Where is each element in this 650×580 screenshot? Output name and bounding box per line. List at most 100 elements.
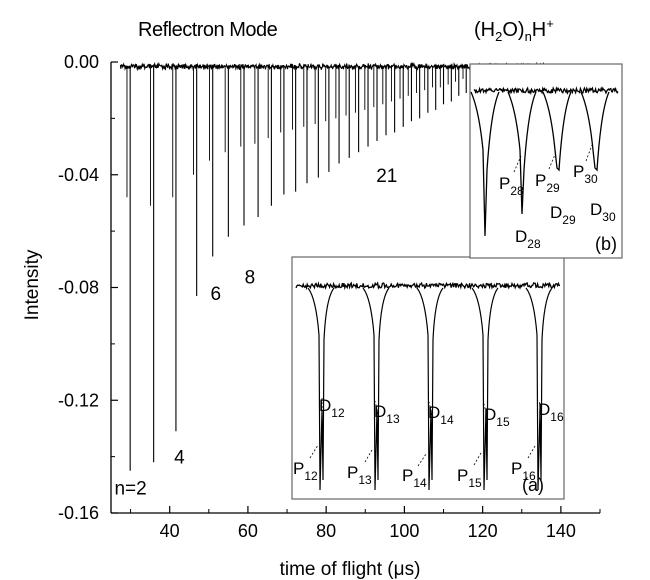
inset-a-label-letter: D bbox=[428, 403, 440, 422]
inset-a-label-letter: D bbox=[374, 402, 386, 421]
inset-b-label-letter: P bbox=[535, 171, 546, 190]
cluster-label-1: 4 bbox=[174, 448, 185, 469]
x-tick-label-3: 100 bbox=[389, 521, 419, 541]
y-axis-label: Intensity bbox=[22, 249, 43, 320]
inset-a-leader-0 bbox=[309, 444, 319, 459]
inset-a-label-sub: 15 bbox=[468, 476, 482, 490]
y-tick-label-0: 0.00 bbox=[64, 52, 99, 72]
inset-a-label-letter: D bbox=[319, 396, 331, 415]
peak-labels: n=2 4 6 8 21 bbox=[114, 166, 397, 500]
inset-b-peak-1 bbox=[507, 91, 537, 215]
formula-mid: O) bbox=[502, 19, 524, 41]
inset-b-label-sub: 30 bbox=[602, 210, 616, 224]
inset-a-leader-4 bbox=[417, 453, 427, 467]
inset-b-label-sub: 29 bbox=[562, 213, 576, 227]
inset-b-envelope bbox=[473, 85, 619, 96]
inset-a-label-d12: D12 bbox=[319, 396, 345, 420]
inset-a-label-sub: 12 bbox=[331, 406, 345, 420]
inset-b-label-d30: D30 bbox=[590, 200, 616, 224]
inset-a-label-p16: P16 bbox=[511, 459, 536, 483]
inset-a-label-d13: D13 bbox=[374, 402, 400, 426]
inset-b-label-letter: P bbox=[499, 174, 510, 193]
inset-a-tag: (a) bbox=[522, 475, 544, 495]
y-tick-label-1: -0.04 bbox=[58, 165, 99, 185]
inset-a-peak-0 bbox=[307, 287, 335, 491]
inset-b-peak-0 bbox=[470, 91, 500, 237]
inset-a-label-p14: P14 bbox=[402, 466, 427, 490]
x-axis-label: time of flight (μs) bbox=[280, 559, 421, 580]
inset-a-label-sub: 15 bbox=[496, 415, 510, 429]
chart-title: Reflectron Mode bbox=[138, 19, 278, 41]
inset-a-label-sub: 12 bbox=[304, 469, 318, 483]
inset-a-label-p13: P13 bbox=[347, 463, 372, 487]
inset-a-label-sub: 16 bbox=[522, 469, 536, 483]
inset-b-label-p28: P28 bbox=[499, 174, 524, 198]
inset-b-label-sub: 29 bbox=[546, 181, 560, 195]
inset-b-trace bbox=[470, 85, 619, 237]
inset-b-label-sub: 28 bbox=[510, 184, 524, 198]
inset-a-label-sub: 16 bbox=[550, 410, 564, 424]
inset-a-label-sub: 13 bbox=[386, 412, 400, 426]
x-tick-label-2: 80 bbox=[316, 521, 336, 541]
inset-a-label-d16: D16 bbox=[538, 400, 564, 424]
x-tick-label-1: 60 bbox=[238, 521, 258, 541]
inset-a-label-p12: P12 bbox=[293, 459, 318, 483]
inset-a-label-sub: 14 bbox=[440, 413, 454, 427]
x-tick-label-5: 140 bbox=[546, 521, 576, 541]
inset-a-label-d15: D15 bbox=[484, 405, 510, 429]
inset-b-tag: (b) bbox=[595, 234, 617, 254]
inset-a-label-sub: 13 bbox=[358, 473, 372, 487]
x-tick-label-4: 120 bbox=[468, 521, 498, 541]
inset-b-label-p29: P29 bbox=[535, 171, 560, 195]
inset-b-peak-3 bbox=[580, 91, 610, 172]
inset-a-label-p15: P15 bbox=[457, 466, 482, 490]
formula-sub-2: n bbox=[525, 29, 532, 44]
inset-b-label-letter: D bbox=[515, 227, 527, 246]
y-tick-label-3: -0.12 bbox=[58, 390, 99, 410]
y-tick-label-2: -0.08 bbox=[58, 278, 99, 298]
inset-b-label-p30: P30 bbox=[573, 162, 598, 186]
cluster-label-3: 8 bbox=[245, 267, 256, 288]
inset-b-leader-2 bbox=[548, 151, 557, 170]
inset-b-frame bbox=[469, 63, 623, 259]
cluster-label-0: n=2 bbox=[114, 479, 146, 500]
x-tick-label-0: 40 bbox=[160, 521, 180, 541]
inset-b-leader-0 bbox=[513, 155, 522, 173]
x-axis-ticks: 40 60 80 100 120 140 bbox=[130, 506, 601, 541]
inset-a-peak-4 bbox=[525, 287, 553, 491]
formula-label: (H2O)nH+ bbox=[474, 16, 554, 44]
inset-a-label-letter: P bbox=[511, 459, 522, 478]
inset-a-label-d14: D14 bbox=[428, 403, 454, 427]
inset-b-peak-2 bbox=[542, 91, 572, 172]
inset-a-label-letter: P bbox=[457, 466, 468, 485]
formula-sub-1: 2 bbox=[495, 29, 502, 44]
inset-a-label-letter: D bbox=[538, 400, 550, 419]
inset-a-peak-3 bbox=[471, 287, 499, 491]
inset-a-label-letter: P bbox=[293, 459, 304, 478]
inset-b-label-d28: D28 bbox=[515, 227, 541, 251]
inset-b-label-sub: 30 bbox=[584, 172, 598, 186]
inset-b-label-d29: D29 bbox=[550, 203, 576, 227]
inset-a-label-letter: P bbox=[402, 466, 413, 485]
inset-a-envelope bbox=[295, 281, 561, 291]
formula-base: (H bbox=[474, 19, 495, 41]
formula-sup: + bbox=[546, 16, 554, 31]
cluster-label-2: 6 bbox=[211, 284, 222, 305]
inset-a-label-letter: D bbox=[484, 405, 496, 424]
inset-a-label-letter: P bbox=[347, 463, 358, 482]
inset-b-label-letter: D bbox=[590, 200, 602, 219]
spectrum-series bbox=[119, 61, 545, 471]
formula-tail: H bbox=[532, 19, 546, 41]
inset-b-leader-4 bbox=[585, 144, 593, 162]
inset-b-label-letter: D bbox=[550, 203, 562, 222]
inset-a-label-sub: 14 bbox=[413, 476, 427, 490]
inset-b-label-letter: P bbox=[573, 162, 584, 181]
y-tick-label-4: -0.16 bbox=[58, 503, 99, 523]
y-axis-ticks: 0.00 -0.04 -0.08 -0.12 -0.16 bbox=[58, 52, 118, 523]
cluster-label-4: 21 bbox=[376, 166, 397, 187]
